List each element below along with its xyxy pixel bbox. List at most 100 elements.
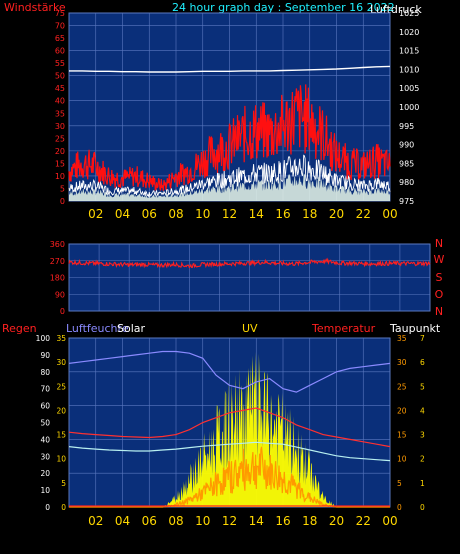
direction-tick-label: 0 [60, 307, 65, 316]
direction-tick-label: 90 [55, 290, 65, 299]
pressure-line [69, 65, 391, 73]
wind-direction-grid [69, 243, 430, 312]
x-tick-label: 18 [302, 514, 317, 528]
temperature-line [68, 407, 391, 448]
left-tick-label: 50 [55, 72, 65, 81]
solar-area [69, 351, 390, 507]
x-tick-label: 12 [222, 207, 237, 221]
rain-tick-label: 10 [40, 486, 50, 495]
rain-tick-label: 100 [36, 334, 51, 343]
rain-tick-label: 20 [40, 469, 50, 478]
taupunkt-label: Taupunkt [389, 322, 441, 335]
chart-title: 24 hour graph day : September 16 2022 [172, 1, 395, 14]
dewpoint-tick-label: 3 [420, 431, 425, 440]
direction-tick-label: 270 [50, 257, 65, 266]
x-tick-label: 08 [168, 514, 183, 528]
compass-label: O [435, 288, 444, 301]
regen-label: Regen [2, 322, 37, 335]
left-tick-label: 10 [55, 172, 65, 181]
direction-tick-label: 180 [50, 274, 65, 283]
x-tick-label: 10 [195, 207, 210, 221]
right-tick-label: 985 [399, 159, 414, 168]
compass-label: S [436, 271, 443, 284]
x-tick-label: 16 [275, 514, 290, 528]
dewpoint-tick-label: 2 [420, 455, 425, 464]
uv-label: UV [242, 322, 258, 335]
right-tick-label: 1005 [399, 84, 419, 93]
left-tick-label: 60 [55, 47, 65, 56]
x-tick-label: 14 [249, 207, 264, 221]
rain-tick-label: 40 [40, 435, 50, 444]
environment-ticks: 0102030405060708090100051015202530350510… [36, 334, 425, 528]
dewpoint-tick-label: 6 [420, 358, 425, 367]
environment-marks [68, 350, 391, 508]
left-tick-label: 25 [55, 134, 65, 143]
humidity-tick-label: 30 [56, 358, 66, 367]
humidity-tick-label: 5 [61, 479, 66, 488]
right-tick-label: 1020 [399, 28, 419, 37]
left-tick-label: 55 [55, 59, 65, 68]
temperature-tick-label: 5 [397, 479, 402, 488]
right-tick-label: 1000 [399, 103, 419, 112]
wind-low-fill [69, 173, 390, 201]
wind-direction-line [68, 257, 431, 269]
x-tick-label: 06 [142, 207, 157, 221]
x-tick-label: 12 [222, 514, 237, 528]
left-tick-label: 75 [55, 9, 65, 18]
x-tick-label: 02 [88, 514, 103, 528]
temperatur-label: Temperatur [311, 322, 376, 335]
compass-label: W [434, 253, 445, 266]
right-tick-label: 980 [399, 178, 414, 187]
x-tick-label: 04 [115, 514, 130, 528]
compass-label: N [435, 237, 443, 250]
temperature-tick-label: 20 [397, 406, 407, 415]
humidity-line [68, 350, 391, 393]
rain-tick-label: 60 [40, 402, 50, 411]
x-tick-label: 20 [329, 207, 344, 221]
solar-label: Solar [117, 322, 146, 335]
right-tick-label: 1025 [399, 9, 419, 18]
humidity-tick-label: 15 [56, 431, 66, 440]
right-tick-label: 975 [399, 197, 414, 206]
temperature-tick-label: 10 [397, 455, 407, 464]
rain-tick-label: 50 [40, 419, 50, 428]
dewpoint-tick-label: 7 [420, 334, 425, 343]
rain-tick-label: 30 [40, 452, 50, 461]
rain-tick-label: 80 [40, 368, 50, 377]
x-tick-label: 08 [168, 207, 183, 221]
dewpoint-tick-label: 4 [420, 406, 425, 415]
rain-tick-label: 70 [40, 385, 50, 394]
temperature-tick-label: 25 [397, 382, 407, 391]
x-tick-label: 18 [302, 207, 317, 221]
wind-direction-marks [68, 257, 431, 269]
humidity-tick-label: 20 [56, 406, 66, 415]
humidity-tick-label: 25 [56, 382, 66, 391]
dewpoint-line [68, 441, 391, 462]
luftfeuchte-label: Luftfeuchte [66, 322, 129, 335]
x-tick-label: 00 [382, 207, 397, 221]
temperature-tick-label: 35 [397, 334, 407, 343]
x-tick-label: 14 [249, 514, 264, 528]
temperature-tick-label: 15 [397, 431, 407, 440]
dewpoint-tick-label: 0 [420, 503, 425, 512]
x-tick-label: 00 [382, 514, 397, 528]
x-tick-label: 04 [115, 207, 130, 221]
x-tick-label: 10 [195, 514, 210, 528]
direction-tick-label: 360 [50, 240, 65, 249]
left-tick-label: 0 [60, 197, 65, 206]
temperature-tick-label: 0 [397, 503, 402, 512]
humidity-tick-label: 10 [56, 455, 66, 464]
x-tick-label: 02 [88, 207, 103, 221]
x-tick-label: 16 [275, 207, 290, 221]
left-tick-label: 35 [55, 109, 65, 118]
humidity-tick-label: 35 [56, 334, 66, 343]
left-tick-label: 30 [55, 122, 65, 131]
wind-average-line [68, 154, 391, 198]
left-tick-label: 45 [55, 84, 65, 93]
left-tick-label: 20 [55, 147, 65, 156]
rain-tick-label: 0 [45, 503, 50, 512]
left-tick-label: 15 [55, 159, 65, 168]
